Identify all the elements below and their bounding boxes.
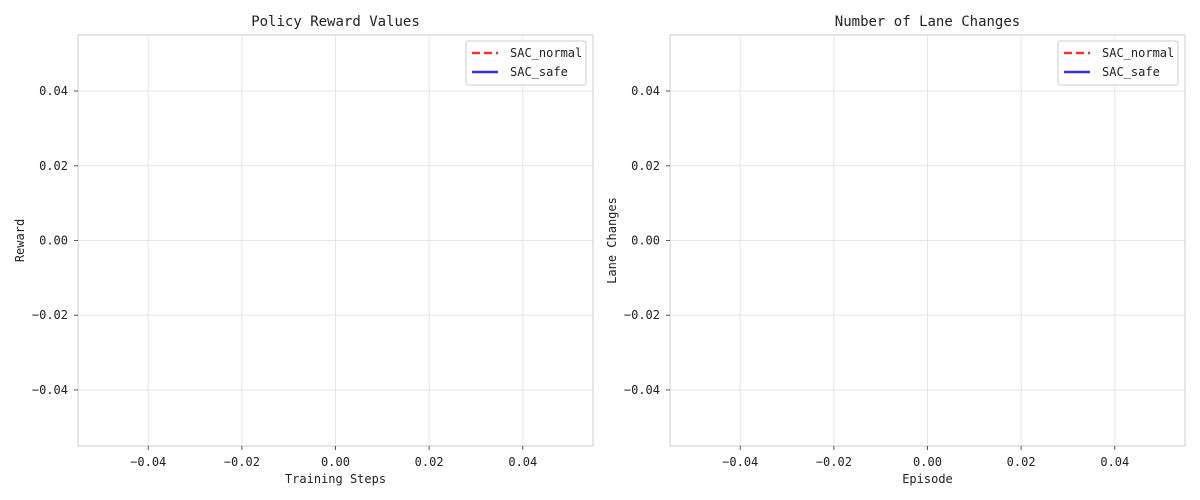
lane-changes-x-tick-label: 0.04 [1100,455,1129,469]
reward-y-tick-label: 0.04 [39,84,68,98]
lane-changes-x-axis: −0.04 −0.02 0.00 0.02 0.04 [722,446,1129,469]
reward-x-tick-label: 0.00 [321,455,350,469]
reward-legend: SAC_normal SAC_safe [465,40,587,86]
reward-legend-label-sac-normal: SAC_normal [510,46,582,60]
lane-changes-x-label: Episode [902,472,953,486]
reward-x-label: Training Steps [285,472,386,486]
lane-changes-legend-label-sac-safe: SAC_safe [1102,65,1160,79]
lane-changes-chart-title: Number of Lane Changes [835,14,1020,30]
lane-changes-legend: SAC_normal SAC_safe [1057,40,1179,86]
reward-grid [78,35,593,446]
lane-changes-x-tick-label: −0.02 [816,455,852,469]
lane-changes-y-tick-label: 0.02 [631,159,660,173]
reward-y-axis: 0.04 0.02 0.00 −0.02 −0.04 [32,84,78,397]
reward-y-tick-label: −0.04 [32,383,68,397]
reward-x-axis: −0.04 −0.02 0.00 0.02 0.04 [130,446,537,469]
lane-changes-y-tick-label: 0.00 [631,234,660,248]
lane-changes-grid [670,35,1185,446]
lane-changes-y-tick-label: 0.04 [631,84,660,98]
lane-changes-x-tick-label: 0.02 [1007,455,1036,469]
reward-chart: −0.04 −0.02 0.00 0.02 0.04 0.04 0.02 0.00 −0.02… [13,14,594,486]
reward-y-tick-label: 0.00 [39,234,68,248]
lane-changes-legend-label-sac-normal: SAC_normal [1102,46,1174,60]
lane-changes-y-tick-label: −0.04 [624,383,660,397]
reward-x-tick-label: 0.02 [415,455,444,469]
reward-y-tick-label: 0.02 [39,159,68,173]
reward-legend-label-sac-safe: SAC_safe [510,65,568,79]
reward-x-tick-label: 0.04 [508,455,537,469]
reward-chart-title: Policy Reward Values [251,14,420,30]
lane-changes-x-tick-label: 0.00 [913,455,942,469]
reward-y-label: Reward [13,219,27,262]
lane-changes-y-tick-label: −0.02 [624,308,660,322]
lane-changes-y-axis: 0.04 0.02 0.00 −0.02 −0.04 [624,84,670,397]
reward-x-tick-label: −0.04 [130,455,166,469]
lane-changes-y-label: Lane Changes [605,197,619,284]
reward-y-tick-label: −0.02 [32,308,68,322]
lane-changes-x-tick-label: −0.04 [722,455,758,469]
lane-changes-chart: −0.04 −0.02 0.00 0.02 0.04 0.04 0.02 0.00 −0.02… [605,14,1186,486]
reward-x-tick-label: −0.02 [224,455,260,469]
